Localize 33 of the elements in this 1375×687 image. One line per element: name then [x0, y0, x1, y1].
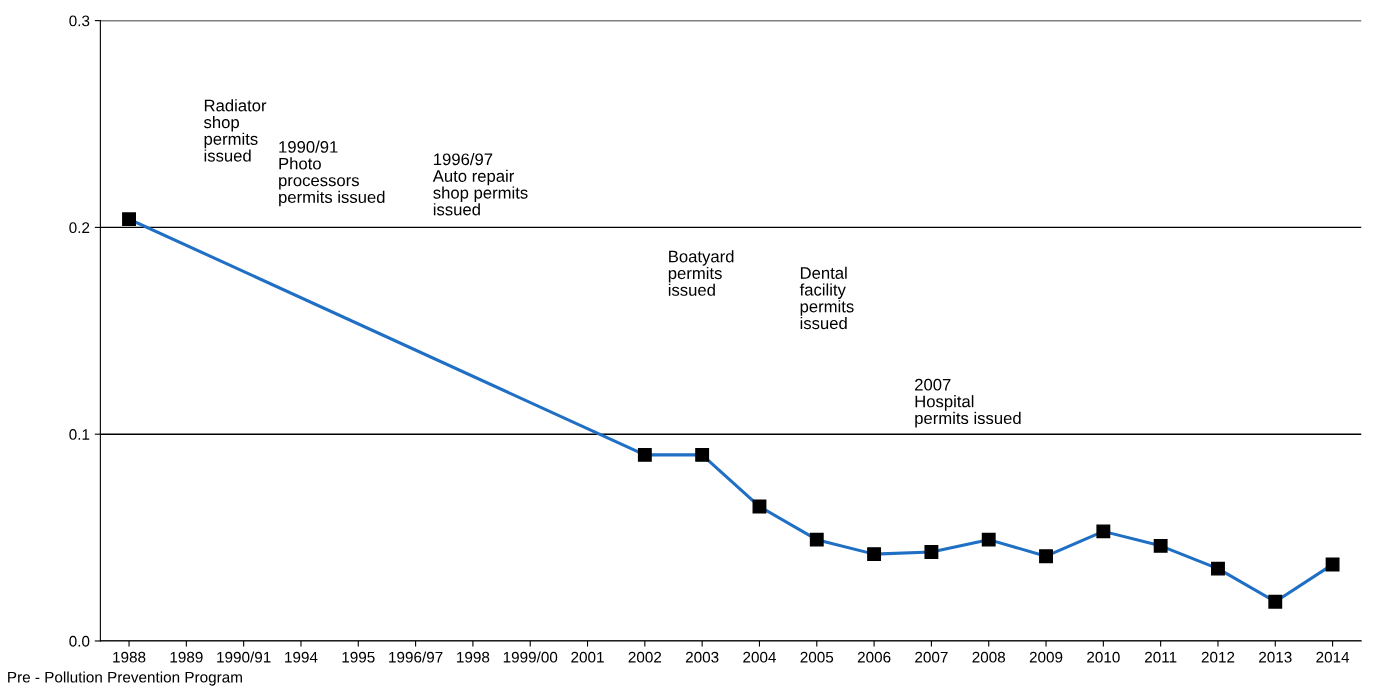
annotation: Dental facility permits issued	[799, 266, 854, 330]
x-tick-label: 2013	[1259, 651, 1292, 663]
x-tick-label: 1999/00	[503, 651, 558, 663]
x-tick-label: 2014	[1316, 651, 1350, 663]
x-tick-label: 2003	[685, 651, 719, 663]
x-tick-label: 1996/97	[389, 651, 443, 663]
annotation: Boatyard permits issued	[668, 250, 734, 296]
y-tick-label: 0.1	[69, 429, 90, 440]
x-tick-label: 2010	[1087, 651, 1120, 663]
annotation: 2007 Hospital permits issued	[915, 378, 1021, 428]
y-tick-label: 0.0	[69, 635, 90, 647]
x-tick-label: 2012	[1201, 651, 1235, 663]
x-tick-label: 2007	[915, 651, 948, 663]
text: Pre - Pollution Prevention Program	[8, 671, 242, 686]
y-tick-label: 0.2	[69, 222, 90, 234]
x-tick-label: 2011	[1145, 651, 1177, 663]
x-tick-label: 1989	[170, 651, 203, 663]
y-tick-label: 0.3	[69, 15, 90, 27]
x-tick-label: 2001	[571, 651, 604, 663]
x-tick-label: 1995	[342, 651, 375, 663]
x-tick-label: 1998	[457, 651, 490, 663]
x-tick-label: 2004	[743, 651, 777, 663]
annotation: 1996/97 Auto repair shop permits issued	[432, 152, 528, 216]
annotation: Radiator shop permits issued	[204, 99, 267, 162]
x-tick-label: 2009	[1029, 651, 1063, 663]
x-tick-label: 2005	[800, 651, 834, 663]
x-tick-label: 1988	[113, 651, 146, 663]
annotation: 1990/91 Photo processors permits issued	[279, 140, 385, 207]
x-tick-label: 2008	[972, 651, 1006, 663]
x-tick-label: 1990/91	[217, 651, 271, 663]
x-tick-label: 2006	[857, 651, 891, 663]
x-tick-label: 1994	[285, 651, 318, 663]
x-tick-label: 2002	[628, 651, 662, 663]
